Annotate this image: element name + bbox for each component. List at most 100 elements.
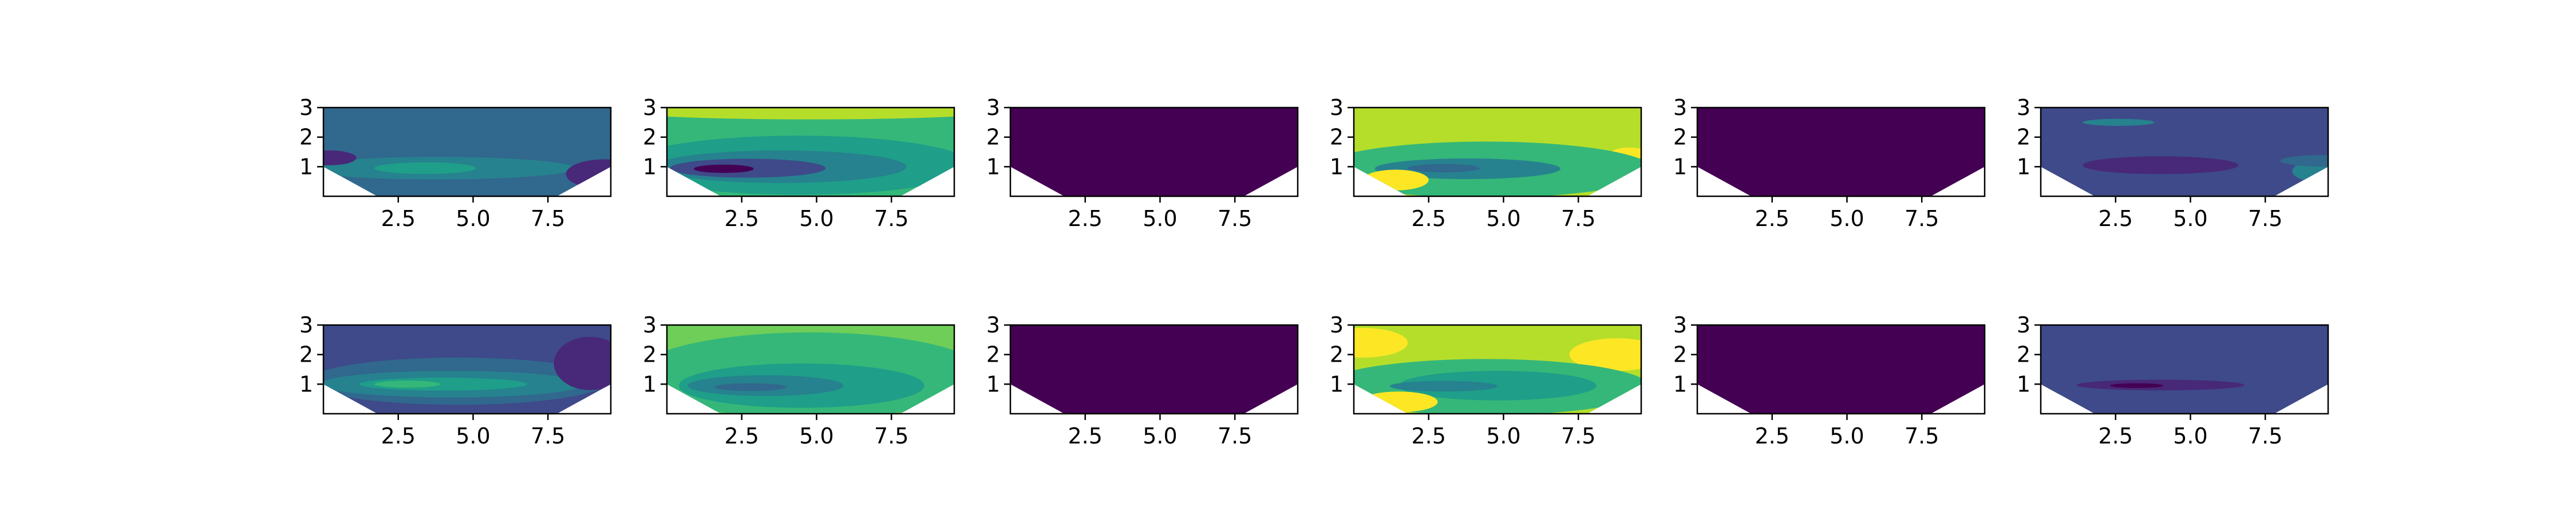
subplot-r1c3: 2.5 5.0 7.5 1 2 3 xyxy=(986,95,1299,231)
subplot-r1c6: 2.5 5.0 7.5 1 2 3 xyxy=(2017,95,2329,231)
x-tick-label: 5.0 xyxy=(2173,206,2207,231)
y-tick-label: 1 xyxy=(986,371,1000,397)
y-tick-label: 1 xyxy=(2017,371,2030,397)
y-tick-label: 2 xyxy=(299,342,313,367)
y-tick-label: 1 xyxy=(1330,371,1344,397)
contour-band xyxy=(323,150,357,165)
x-tick-label: 2.5 xyxy=(1755,206,1789,231)
contour-field xyxy=(1010,108,1298,196)
contour-field xyxy=(1354,325,1641,414)
axes-frame xyxy=(1009,106,1299,197)
contour-base-fill xyxy=(1697,108,1985,196)
y-tick-label: 1 xyxy=(1673,154,1687,179)
x-tick-label: 5.0 xyxy=(456,423,490,449)
y-tick-label: 1 xyxy=(1673,371,1687,397)
y-tick-label: 1 xyxy=(643,371,657,397)
x-tick-label: 2.5 xyxy=(1412,423,1446,449)
contour-field xyxy=(667,108,954,196)
y-tick-label: 2 xyxy=(986,342,1000,367)
subplot-r2c5: 2.5 5.0 7.5 1 2 3 xyxy=(1673,312,1986,449)
contour-base-fill xyxy=(1010,325,1298,414)
x-tick-label: 7.5 xyxy=(1218,206,1252,231)
y-tick-label: 3 xyxy=(1330,95,1344,120)
y-tick-label: 2 xyxy=(1673,125,1687,150)
y-tick-label: 2 xyxy=(2017,342,2030,367)
contour-band xyxy=(694,164,754,173)
contour-field xyxy=(1697,108,1985,196)
x-tick-label: 7.5 xyxy=(1905,423,1939,449)
x-tick-label: 7.5 xyxy=(1905,206,1939,231)
subplot-r1c5: 2.5 5.0 7.5 1 2 3 xyxy=(1673,95,1986,231)
contour-base-fill xyxy=(1010,108,1298,196)
axes-frame xyxy=(1696,324,1986,415)
y-tick-label: 1 xyxy=(299,371,313,397)
contour-band xyxy=(374,162,476,175)
x-tick-label: 7.5 xyxy=(531,206,565,231)
axes-frame xyxy=(2040,106,2329,197)
x-tick-label: 7.5 xyxy=(2248,423,2282,449)
contour-band xyxy=(374,381,440,388)
x-tick-label: 7.5 xyxy=(874,423,908,449)
axes-frame xyxy=(322,324,612,415)
x-tick-label: 5.0 xyxy=(1143,423,1177,449)
x-tick-label: 2.5 xyxy=(381,206,416,231)
x-tick-label: 5.0 xyxy=(1143,206,1177,231)
contour-field xyxy=(1697,325,1985,414)
x-tick-label: 2.5 xyxy=(2099,423,2133,449)
axes-frame xyxy=(666,324,955,415)
contour-band xyxy=(667,108,954,120)
contour-field xyxy=(2041,325,2328,414)
x-tick-label: 5.0 xyxy=(2173,423,2207,449)
x-tick-label: 5.0 xyxy=(456,206,490,231)
subplot-r2c4: 2.5 5.0 7.5 1 2 3 xyxy=(1330,312,1642,449)
axes-frame xyxy=(1696,106,1986,197)
contour-field xyxy=(1354,108,1641,196)
axes-frame xyxy=(1353,106,1642,197)
contour-band xyxy=(1398,371,1597,401)
contour-band xyxy=(2109,383,2164,389)
x-tick-label: 5.0 xyxy=(1830,423,1864,449)
y-tick-label: 2 xyxy=(2017,125,2030,150)
x-tick-label: 2.5 xyxy=(1412,206,1446,231)
x-tick-label: 2.5 xyxy=(1068,206,1103,231)
x-tick-label: 2.5 xyxy=(725,206,759,231)
y-tick-label: 2 xyxy=(299,125,313,150)
y-tick-label: 1 xyxy=(2017,154,2030,179)
y-tick-label: 3 xyxy=(2017,312,2030,338)
contour-field xyxy=(1010,325,1298,414)
y-tick-label: 3 xyxy=(986,312,1000,338)
contour-band xyxy=(1408,164,1480,173)
subplot-r2c3: 2.5 5.0 7.5 1 2 3 xyxy=(986,312,1299,449)
y-tick-label: 3 xyxy=(1673,312,1687,338)
contour-field xyxy=(2041,108,2328,196)
axes-frame xyxy=(2040,324,2329,415)
x-tick-label: 2.5 xyxy=(2099,206,2133,231)
x-tick-label: 7.5 xyxy=(1561,206,1595,231)
x-tick-label: 5.0 xyxy=(1486,206,1520,231)
contour-band xyxy=(1362,169,1429,191)
axes-frame xyxy=(322,106,612,197)
x-tick-label: 2.5 xyxy=(1068,423,1103,449)
x-tick-label: 5.0 xyxy=(799,206,833,231)
x-tick-label: 5.0 xyxy=(799,423,833,449)
x-tick-label: 2.5 xyxy=(1755,423,1789,449)
y-tick-label: 2 xyxy=(643,125,657,150)
y-tick-label: 2 xyxy=(1330,125,1344,150)
y-tick-label: 2 xyxy=(1673,342,1687,367)
y-tick-label: 3 xyxy=(986,95,1000,120)
contour-band xyxy=(2280,154,2328,167)
y-tick-label: 3 xyxy=(643,95,657,120)
contour-band xyxy=(2083,156,2239,175)
contour-band xyxy=(1354,328,1408,358)
contour-base-fill xyxy=(2041,325,2328,414)
subplot-r1c1: 2.5 5.0 7.5 1 2 3 xyxy=(299,95,612,231)
y-tick-label: 1 xyxy=(299,154,313,179)
x-tick-label: 7.5 xyxy=(2248,206,2282,231)
y-tick-label: 2 xyxy=(986,125,1000,150)
y-tick-label: 3 xyxy=(2017,95,2030,120)
subplot-r2c2: 2.5 5.0 7.5 1 2 3 xyxy=(643,312,955,449)
x-tick-label: 7.5 xyxy=(1218,423,1252,449)
x-tick-label: 7.5 xyxy=(874,206,908,231)
axes-frame xyxy=(1009,324,1299,415)
